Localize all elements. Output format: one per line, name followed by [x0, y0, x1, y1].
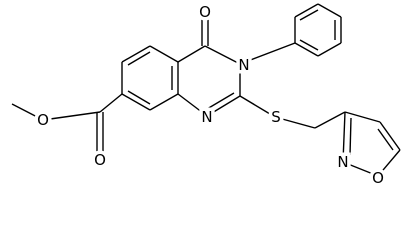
atom-label: O	[94, 151, 106, 169]
atom-label: S	[271, 108, 281, 126]
molecule: O N N S O O N O	[11, 0, 401, 191]
atom-label: N	[337, 153, 348, 171]
bonds	[11, 3, 401, 177]
atom-label: O	[37, 111, 49, 129]
atom-labels: O N N S O O N O	[34, 0, 388, 191]
atom-label: N	[238, 56, 249, 74]
atom-label: N	[201, 108, 212, 126]
atom-label: O	[199, 3, 211, 21]
atom-label: O	[372, 169, 384, 187]
